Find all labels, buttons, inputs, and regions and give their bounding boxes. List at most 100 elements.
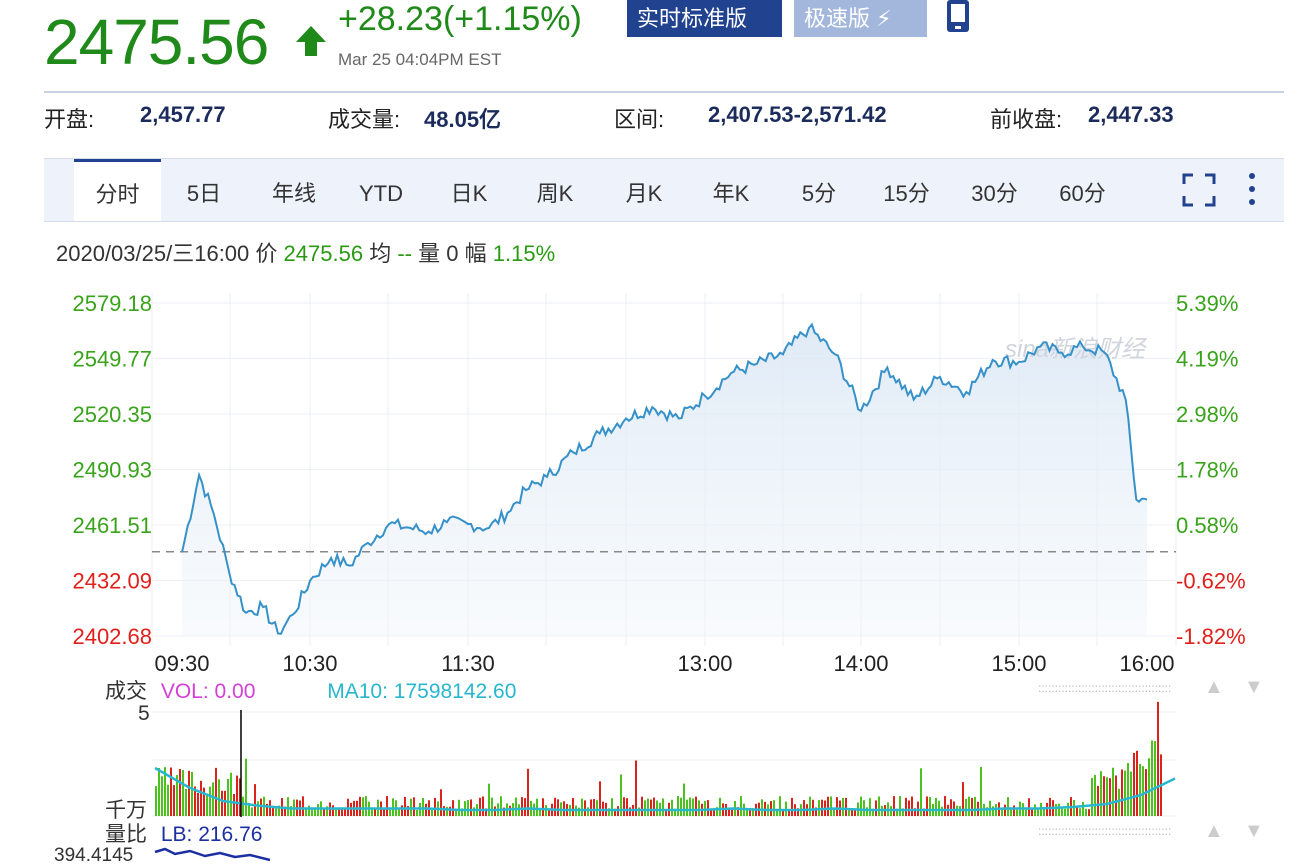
volume-bar (1058, 803, 1060, 816)
volume-bar (1076, 805, 1078, 816)
volume-drag-dots[interactable]: :::::::::::::::::::::::::::::::::::::::: (1038, 681, 1172, 695)
volume-bar (221, 790, 223, 816)
fast-version-button[interactable]: 极速版 ⚡ (794, 0, 927, 37)
volume-bar (761, 799, 763, 816)
volume-bar (674, 808, 676, 816)
volume-bar (311, 807, 313, 816)
volume-bar (443, 806, 445, 816)
volume-down-arrow-icon[interactable]: ▼ (1244, 676, 1264, 698)
lb-value-text: LB: 216.76 (160, 823, 263, 846)
tab-ytd[interactable]: YTD (359, 181, 403, 206)
volume-bar (1109, 778, 1111, 816)
volume-bar (689, 797, 691, 816)
volume-bar (458, 799, 460, 816)
volume-bar (230, 772, 232, 816)
volume-bar (791, 797, 793, 816)
volume-bar (323, 808, 325, 816)
volume-bar (860, 796, 862, 816)
volume-bar (728, 807, 730, 816)
volume-bar (557, 799, 559, 816)
tab-weekly-k[interactable]: 周K (536, 181, 574, 206)
x-tick: 16:00 (1119, 651, 1174, 676)
range-value: 2,407.53-2,571.42 (708, 102, 887, 127)
volume-bar (305, 809, 307, 816)
tab-30min[interactable]: 30分 (971, 181, 1018, 206)
lb-drag-dots[interactable]: :::::::::::::::::::::::::::::::::::::::: (1038, 824, 1172, 838)
x-tick: 14:00 (833, 651, 888, 676)
volume-bar (1103, 776, 1105, 816)
volume-bar (737, 807, 739, 816)
volume-bar (842, 797, 844, 816)
volume-bar (677, 796, 679, 816)
y-tick-left: 2520.35 (72, 402, 152, 427)
volume-bar (407, 805, 409, 816)
x-tick: 10:30 (282, 651, 337, 676)
volume-bar (287, 797, 289, 816)
tab-year-line[interactable]: 年线 (271, 181, 316, 206)
tab-60min[interactable]: 60分 (1059, 181, 1106, 206)
volume-bar (773, 800, 775, 816)
volume-bar (341, 809, 343, 816)
volume-bar (290, 806, 292, 816)
volume-bar (896, 808, 898, 816)
volume-bar (782, 809, 784, 816)
prev-close-value: 2,447.33 (1088, 102, 1174, 127)
tab-daily-k[interactable]: 日K (450, 181, 488, 206)
volume-panel-title: 成交 (105, 680, 147, 703)
volume-bar (578, 807, 580, 816)
mobile-phone-icon[interactable] (945, 0, 971, 32)
volume-bar (974, 796, 976, 816)
volume-bar (908, 800, 910, 816)
standard-version-button[interactable]: 实时标准版 (627, 0, 782, 37)
volume-bar (752, 808, 754, 816)
info-amp: 1.15% (492, 241, 556, 266)
tab-intraday[interactable]: 分时 (74, 159, 161, 221)
y-tick-left: 2461.51 (72, 513, 152, 538)
volume-bar (1139, 763, 1141, 816)
current-price: 2475.56 (44, 6, 269, 78)
open-value: 2,457.77 (140, 102, 226, 127)
tab-5min[interactable]: 5分 (801, 181, 837, 206)
volume-bar (248, 803, 250, 816)
volume-bar (899, 796, 901, 816)
volume-bar (188, 770, 190, 816)
volume-bar (185, 788, 187, 816)
header-divider (44, 91, 1284, 93)
volume-bar (284, 806, 286, 816)
volume-bar (473, 807, 475, 816)
volume-bar (554, 797, 556, 816)
volume-bar (848, 808, 850, 816)
volume-bar (929, 796, 931, 816)
volume-bar (215, 767, 217, 816)
volume-bar (398, 809, 400, 816)
volume-bar (197, 792, 199, 816)
volume-bar (584, 800, 586, 816)
tab-monthly-k[interactable]: 月K (625, 181, 663, 206)
tab-5day[interactable]: 5日 (186, 181, 222, 206)
tab-15min[interactable]: 15分 (883, 181, 930, 206)
lb-up-arrow-icon[interactable]: ▲ (1204, 820, 1224, 842)
volume-bar (326, 806, 328, 816)
volume-bar (1118, 788, 1120, 816)
volume-bar (524, 798, 526, 816)
volume-ma10-line (154, 766, 1176, 812)
lb-down-arrow-icon[interactable]: ▼ (1244, 820, 1264, 842)
volume-bar (176, 775, 178, 816)
standard-version-label: 实时标准版 (637, 6, 748, 31)
volume-bar (626, 798, 628, 816)
volume-bar (812, 799, 814, 816)
volume-bar (389, 809, 391, 816)
volume-bar (383, 808, 385, 816)
volume-bar (863, 800, 865, 816)
fullscreen-icon[interactable] (1182, 173, 1216, 207)
volume-bar (401, 805, 403, 816)
volume-bar (1136, 750, 1138, 816)
volume-bar (317, 804, 319, 816)
volume-bar (206, 795, 208, 816)
volume-up-arrow-icon[interactable]: ▲ (1204, 676, 1224, 698)
more-options-icon[interactable] (1246, 171, 1258, 207)
y-tick-left: 2549.77 (72, 347, 152, 372)
info-avg: -- (397, 241, 412, 266)
tab-yearly-k[interactable]: 年K (712, 181, 750, 206)
